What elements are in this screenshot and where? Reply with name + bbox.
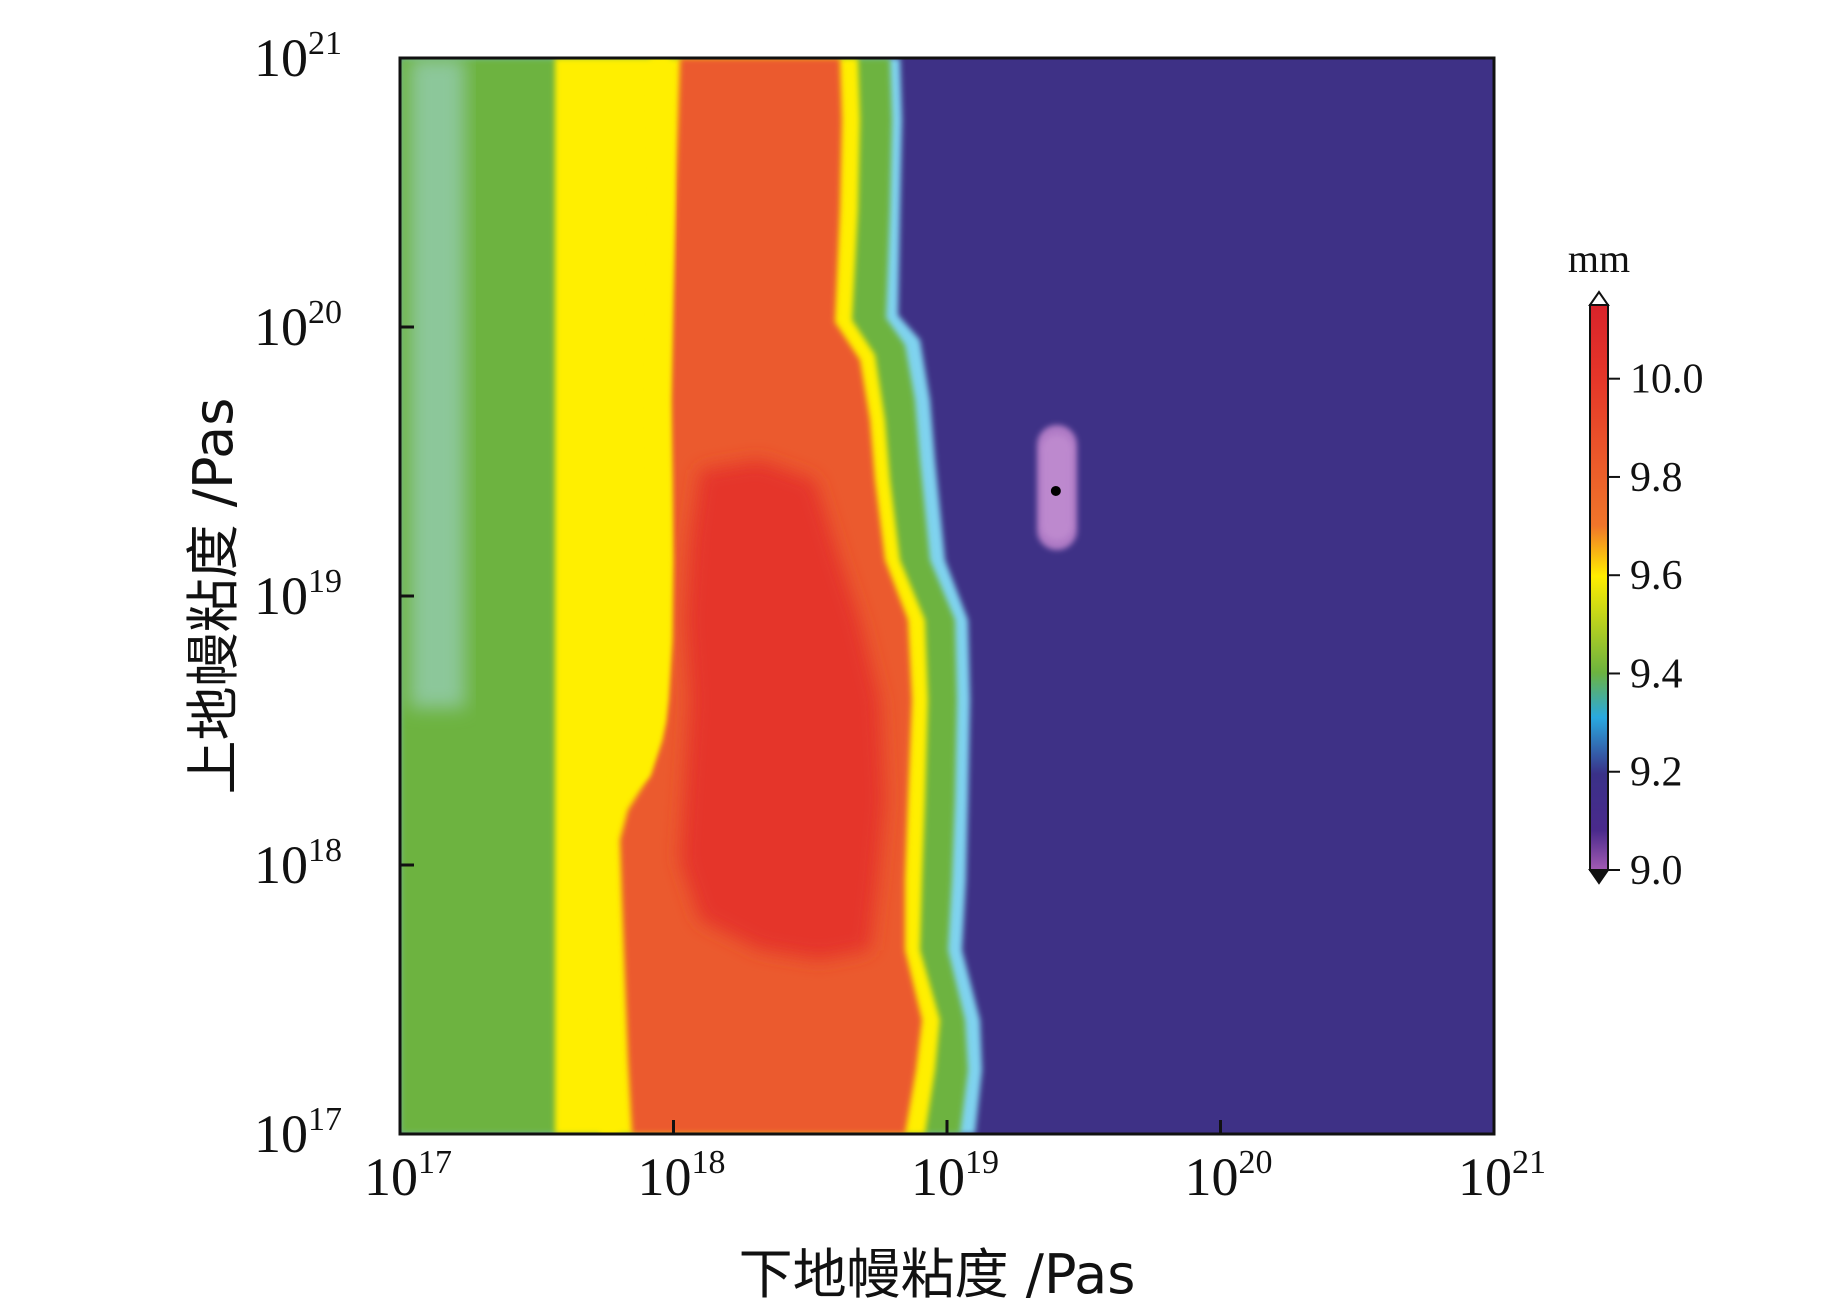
red-core bbox=[680, 460, 885, 960]
y-tick-label: 1017 bbox=[254, 1101, 342, 1164]
x-tick-label-exponent: 18 bbox=[692, 1144, 726, 1181]
y-tick-label: 1020 bbox=[254, 294, 342, 357]
x-tick-label-exponent: 20 bbox=[1239, 1144, 1273, 1181]
x-tick-label-base: 10 bbox=[638, 1147, 692, 1207]
x-tick-label-base: 10 bbox=[364, 1147, 418, 1207]
colorbar-top-arrow bbox=[1588, 290, 1610, 306]
y-tick-label: 1021 bbox=[254, 25, 342, 88]
x-tick-label-base: 10 bbox=[911, 1147, 965, 1207]
colorbar-ticks: 9.0 9.2 9.4 9.6 9.8 10.0 bbox=[1608, 357, 1704, 894]
x-tick-label: 1018 bbox=[638, 1144, 726, 1207]
colorbar-fill bbox=[1590, 305, 1608, 870]
colorbar: mm 9.0 9.2 9.4 9.6 9.8 10.0 bbox=[1568, 236, 1704, 894]
x-axis-title: 下地幔粘度 /Pas bbox=[739, 1243, 1136, 1299]
colorbar-border bbox=[1589, 304, 1609, 871]
colorbar-tick-label: 9.8 bbox=[1630, 455, 1683, 501]
colorbar-tick-label: 9.6 bbox=[1630, 553, 1683, 599]
y-tick-label-exponent: 19 bbox=[308, 563, 342, 600]
colorbar-tick-label: 9.0 bbox=[1630, 848, 1683, 894]
colorbar-unit: mm bbox=[1568, 236, 1630, 281]
pale-green-strip bbox=[410, 58, 465, 708]
yellow-boundary-left bbox=[590, 58, 675, 1134]
x-tick-label: 1017 bbox=[364, 1144, 452, 1207]
y-tick-label-base: 10 bbox=[254, 1104, 308, 1164]
y-tick-label-base: 10 bbox=[254, 28, 308, 88]
y-tick-label-base: 10 bbox=[254, 297, 308, 357]
colorbar-bottom-arrow bbox=[1588, 869, 1610, 885]
x-tick-label-base: 10 bbox=[1458, 1147, 1512, 1207]
y-tick-label-base: 10 bbox=[254, 835, 308, 895]
y-tick-label-exponent: 17 bbox=[308, 1101, 342, 1138]
y-tick-label-base: 10 bbox=[254, 566, 308, 626]
x-tick-label-exponent: 21 bbox=[1512, 1144, 1546, 1181]
x-tick-label: 1019 bbox=[911, 1144, 999, 1207]
y-tick-label-exponent: 18 bbox=[308, 832, 342, 869]
x-tick-label-exponent: 17 bbox=[418, 1144, 452, 1181]
y-tick-label-exponent: 20 bbox=[308, 294, 342, 331]
y-axis-title: 上地幔粘度 /Pas bbox=[182, 398, 245, 795]
colorbar-tick-label: 9.4 bbox=[1630, 651, 1683, 697]
y-tick-label-exponent: 21 bbox=[308, 25, 342, 62]
colorbar-tick-label: 10.0 bbox=[1630, 357, 1704, 403]
x-tick-label: 1020 bbox=[1185, 1144, 1273, 1207]
x-axis-ticks: 1017 1018 1019 1020 1021 bbox=[364, 1120, 1546, 1207]
x-tick-label-exponent: 19 bbox=[965, 1144, 999, 1181]
heatmap-field bbox=[400, 58, 1494, 1134]
colorbar-tick-label: 9.2 bbox=[1630, 750, 1683, 796]
optimal-point-marker bbox=[1050, 485, 1061, 496]
x-tick-label: 1021 bbox=[1458, 1144, 1546, 1207]
y-tick-label: 1019 bbox=[254, 563, 342, 626]
x-tick-label-base: 10 bbox=[1185, 1147, 1239, 1207]
y-tick-label: 1018 bbox=[254, 832, 342, 895]
